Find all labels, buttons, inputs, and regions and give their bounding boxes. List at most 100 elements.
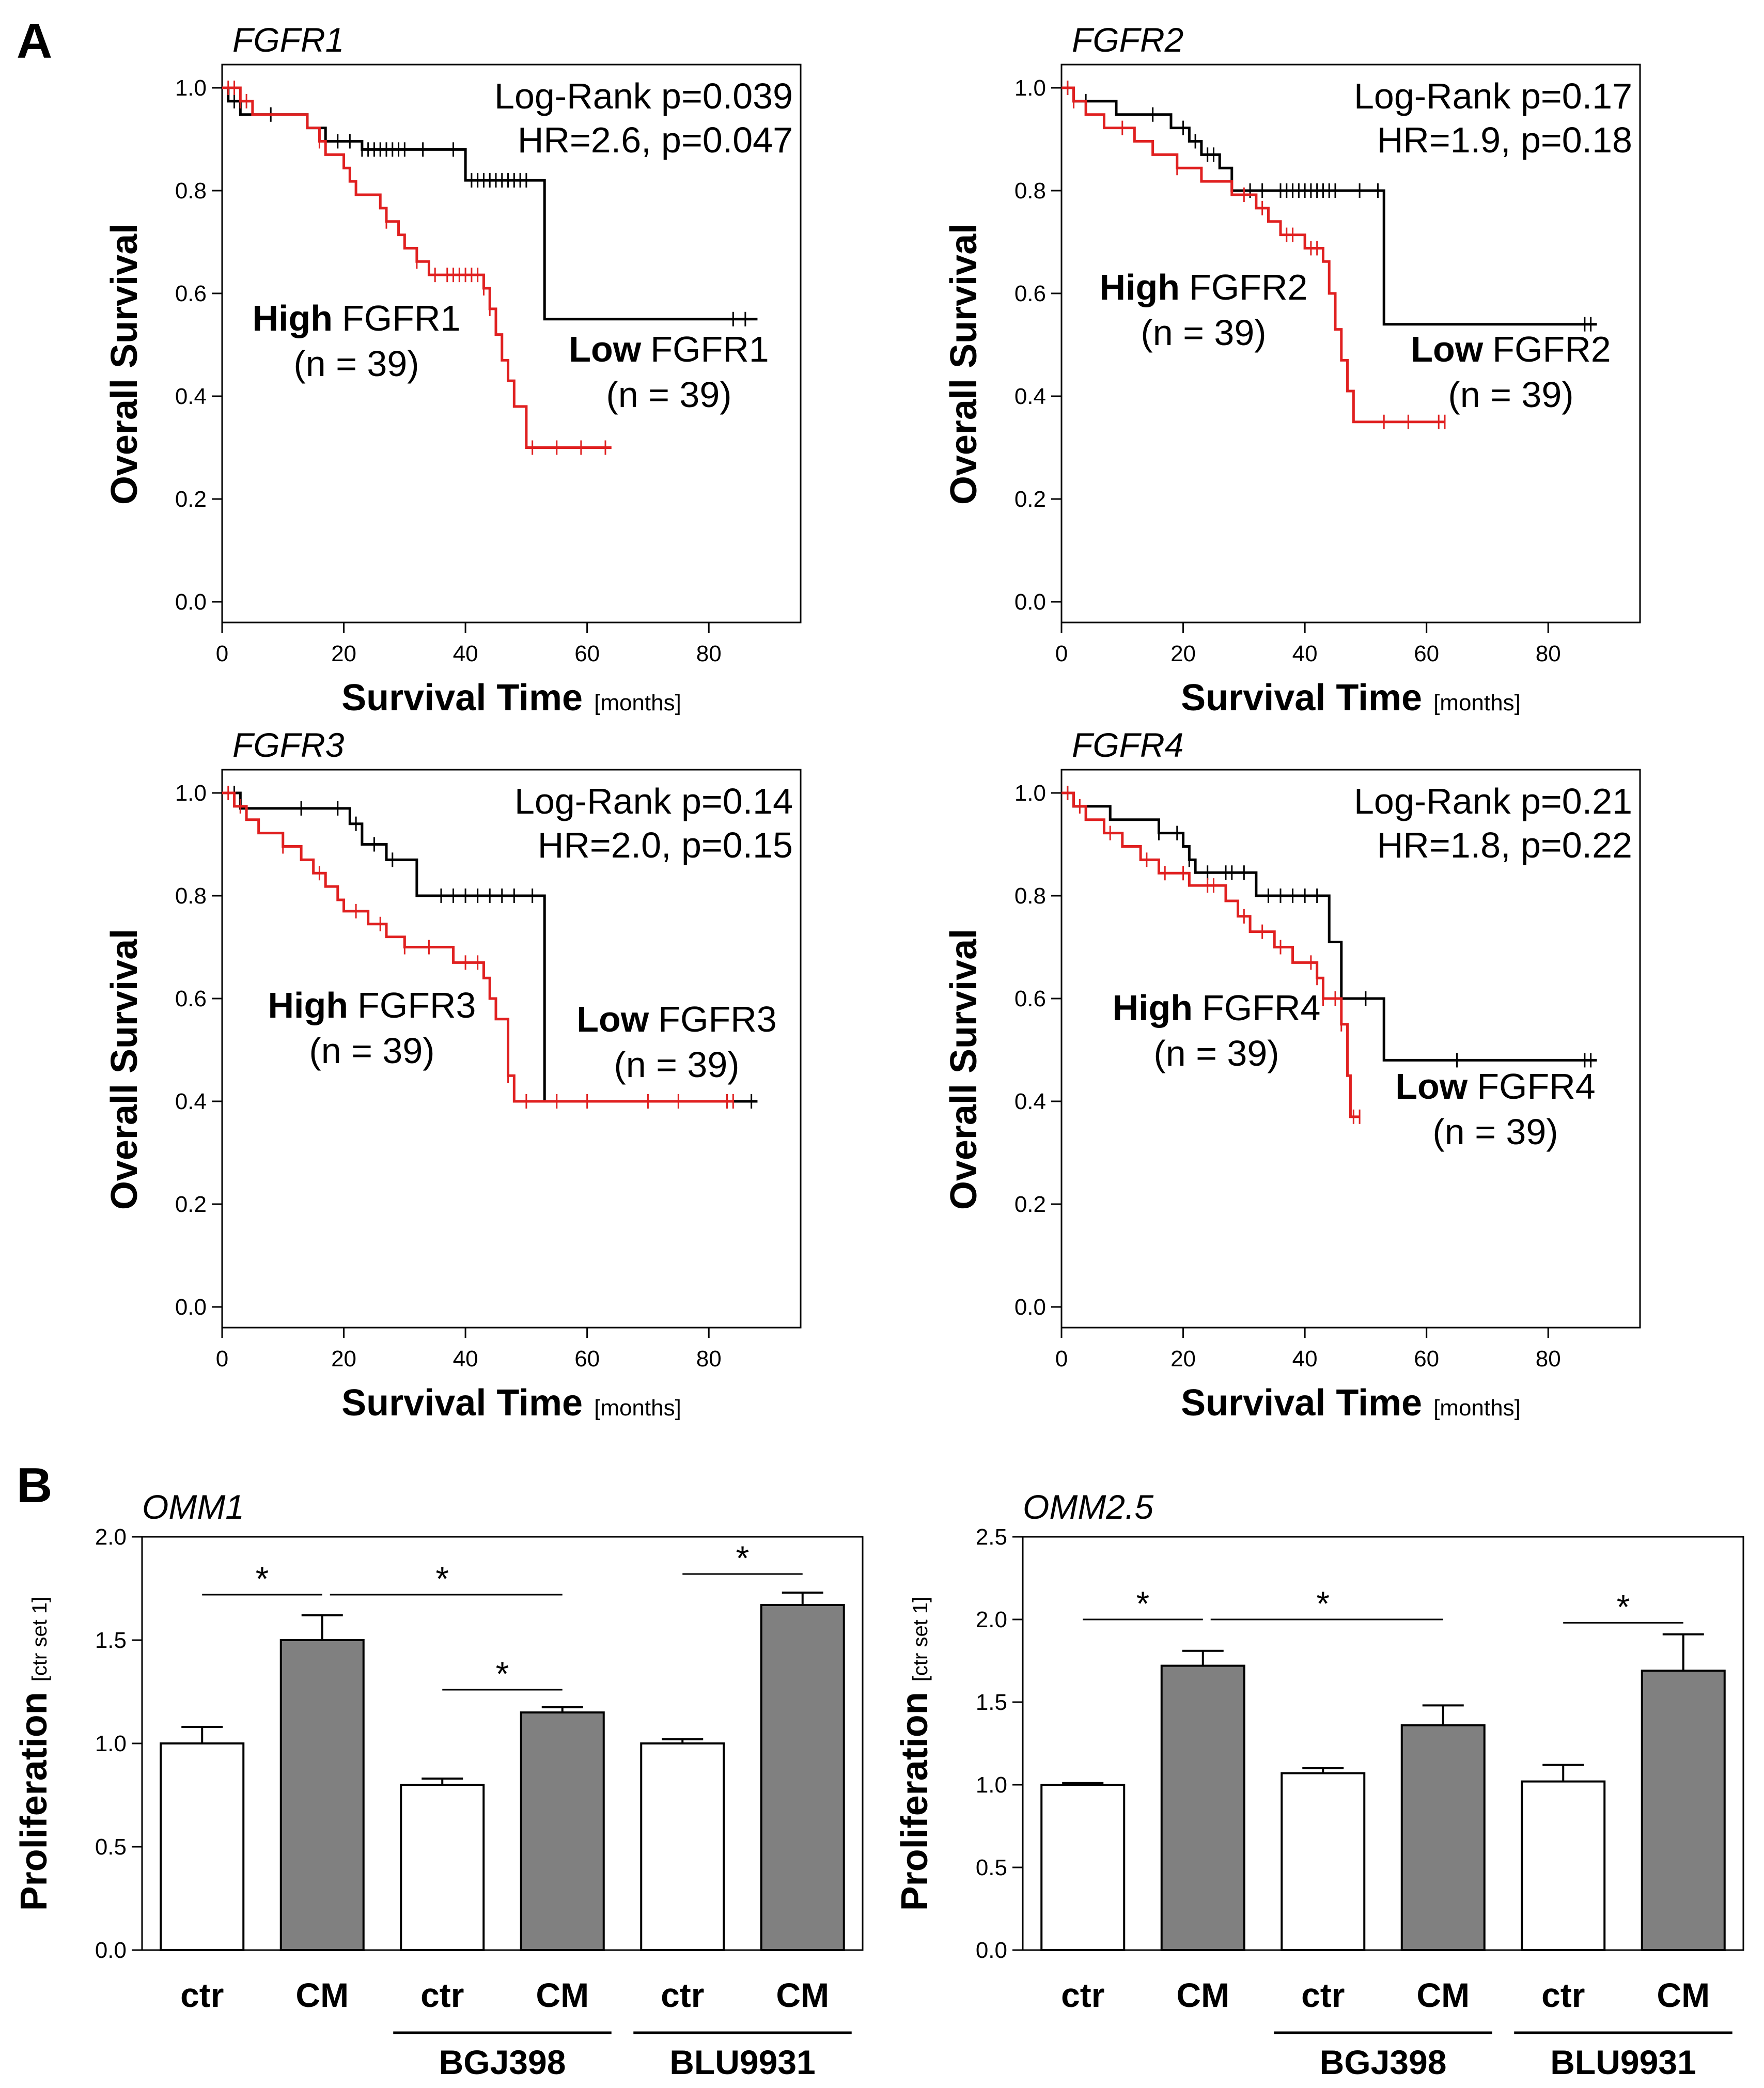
significance-star: * [435,1560,449,1598]
x-tick-label: 20 [331,641,356,666]
y-tick-label: 0.6 [1014,281,1046,306]
x-axis-unit: [months] [1433,1395,1521,1421]
group-label-low: Low FGFR4 [1395,1066,1595,1107]
y-tick-label: 0.8 [1014,178,1046,204]
x-axis-unit: [months] [594,1395,681,1421]
proliferation-plots: OMM1 0.0 0.5 1.0 1.5 2.0 Proliferation [ctr set… [13,1488,1744,2081]
group-label: BLU9931 [669,2043,815,2081]
y-tick-label: 0.6 [1014,986,1046,1011]
bar [1040,1784,1126,1951]
km-plot-fgfr4: FGFR4 0.0 0.2 0.4 0.6 0.8 1.0 0 20 40 60 80 Survival… [943,726,1641,1424]
plot-frame [221,64,802,624]
bar [760,1604,845,1951]
bar [279,1639,365,1951]
bar [400,1784,485,1951]
group-label-high-bold: High [1100,267,1180,307]
y-tick-label: 0.5 [976,1855,1007,1880]
significance-star: * [1316,1584,1330,1623]
group-n-high: (n = 39) [1153,1033,1279,1073]
y-tick-label: 2.0 [95,1524,127,1550]
series-high [222,786,734,1109]
x-tick-label: 0 [216,641,228,666]
series-low [1061,786,1597,1068]
plot-frame [221,769,802,1329]
group-label: BLU9931 [1550,2043,1696,2081]
bar-group [1040,1782,1126,1951]
bar-group [1521,1764,1606,1952]
group-label-low-bold: Low [1395,1066,1468,1107]
x-tick-label: 80 [1536,641,1561,666]
stat-annotation: HR=2.6, p=0.047 [518,120,793,160]
stat-annotation: Log-Rank p=0.21 [1354,781,1632,821]
plot-title: FGFR3 [232,726,345,764]
group-label-high-gene: FGFR2 [1189,267,1307,307]
group-label-low-gene: FGFR4 [1477,1066,1595,1107]
y-axis-unit: [ctr set 1] [909,1597,932,1682]
x-tick-label: 20 [1170,1346,1196,1372]
y-tick-label: 0.6 [175,281,207,306]
bar-group [400,1778,485,1951]
group-label-high: High FGFR2 [1100,267,1308,307]
bar [1160,1664,1245,1952]
plot-frame [141,1536,864,1951]
significance-star: * [736,1539,750,1577]
bar-group [1400,1704,1486,1952]
group-label-high-gene: FGFR3 [357,985,476,1025]
y-tick-label: 0.0 [1014,1295,1046,1320]
y-tick-label: 1.0 [175,781,207,806]
x-tick-label: 0 [1055,641,1068,666]
bar-plot-omm2-5: OMM2.5 0.0 0.5 1.0 1.5 2.0 2.5 Proliferation [ct… [894,1488,1744,2081]
plot-title: FGFR1 [232,21,344,59]
y-tick-label: 1.0 [95,1731,127,1756]
group-label: BGJ398 [1320,2043,1447,2081]
bar [1281,1772,1366,1952]
y-axis-label: Proliferation [13,1692,55,1911]
x-tick-label: 40 [1292,641,1318,666]
x-category-label: ctr [180,1976,224,2014]
series-high [1061,81,1446,429]
y-tick-label: 1.0 [976,1772,1007,1798]
group-label-high: High FGFR4 [1113,988,1321,1028]
y-tick-label: 0.4 [175,1089,207,1114]
group-label-low-gene: FGFR3 [658,999,776,1039]
x-category-label: ctr [1061,1976,1104,2014]
plot-title: FGFR2 [1072,21,1183,59]
series-high [1061,786,1361,1124]
y-tick-label: 0.4 [175,384,207,409]
group-label: BGJ398 [439,2043,566,2081]
x-category-label: CM [776,1976,829,2014]
stat-annotation: Log-Rank p=0.17 [1354,76,1632,116]
bar [640,1742,725,1951]
y-tick-label: 1.0 [1014,781,1046,806]
y-tick-label: 0.0 [95,1938,127,1963]
x-axis-title: Survival Time [months] [1181,1382,1521,1424]
y-tick-label: 0.0 [1014,589,1046,615]
x-tick-label: 60 [574,641,600,666]
x-axis-title: Survival Time [months] [1181,677,1521,719]
x-tick-label: 60 [574,1346,600,1372]
group-n-low: (n = 39) [606,375,731,415]
stat-annotation: Log-Rank p=0.039 [494,76,793,116]
panel-label-b: B [17,1458,52,1513]
bar-group [1641,1633,1726,1951]
y-axis-title: Overall Survival [943,929,985,1210]
group-label-low-bold: Low [576,999,649,1039]
x-axis-title: Survival Time [months] [341,1382,681,1424]
group-label-high-bold: High [1113,988,1193,1028]
stat-annotation: HR=2.0, p=0.15 [538,825,793,865]
bar-plot-omm1: OMM1 0.0 0.5 1.0 1.5 2.0 Proliferation [ctr set… [13,1488,864,2081]
plot-title: FGFR4 [1072,726,1183,764]
y-tick-label: 0.0 [976,1938,1007,1963]
x-tick-label: 40 [453,1346,478,1372]
km-plot-fgfr3: FGFR3 0.0 0.2 0.4 0.6 0.8 1.0 0 20 40 60 80 Survival… [104,726,802,1424]
bar-group [1160,1649,1245,1952]
y-axis-unit: [ctr set 1] [28,1597,51,1682]
x-category-label: CM [295,1976,349,2014]
x-axis-label: Survival Time [1181,1382,1422,1424]
group-n-low: (n = 39) [1448,375,1573,415]
y-tick-label: 0.6 [175,986,207,1011]
significance-star: * [1617,1587,1630,1626]
x-axis-title: Survival Time [months] [341,677,681,719]
x-tick-label: 20 [1170,641,1196,666]
survival-plots: FGFR1 0.0 0.2 0.4 0.6 0.8 1.0 0 20 40 60 80 Survival… [104,21,1641,1424]
